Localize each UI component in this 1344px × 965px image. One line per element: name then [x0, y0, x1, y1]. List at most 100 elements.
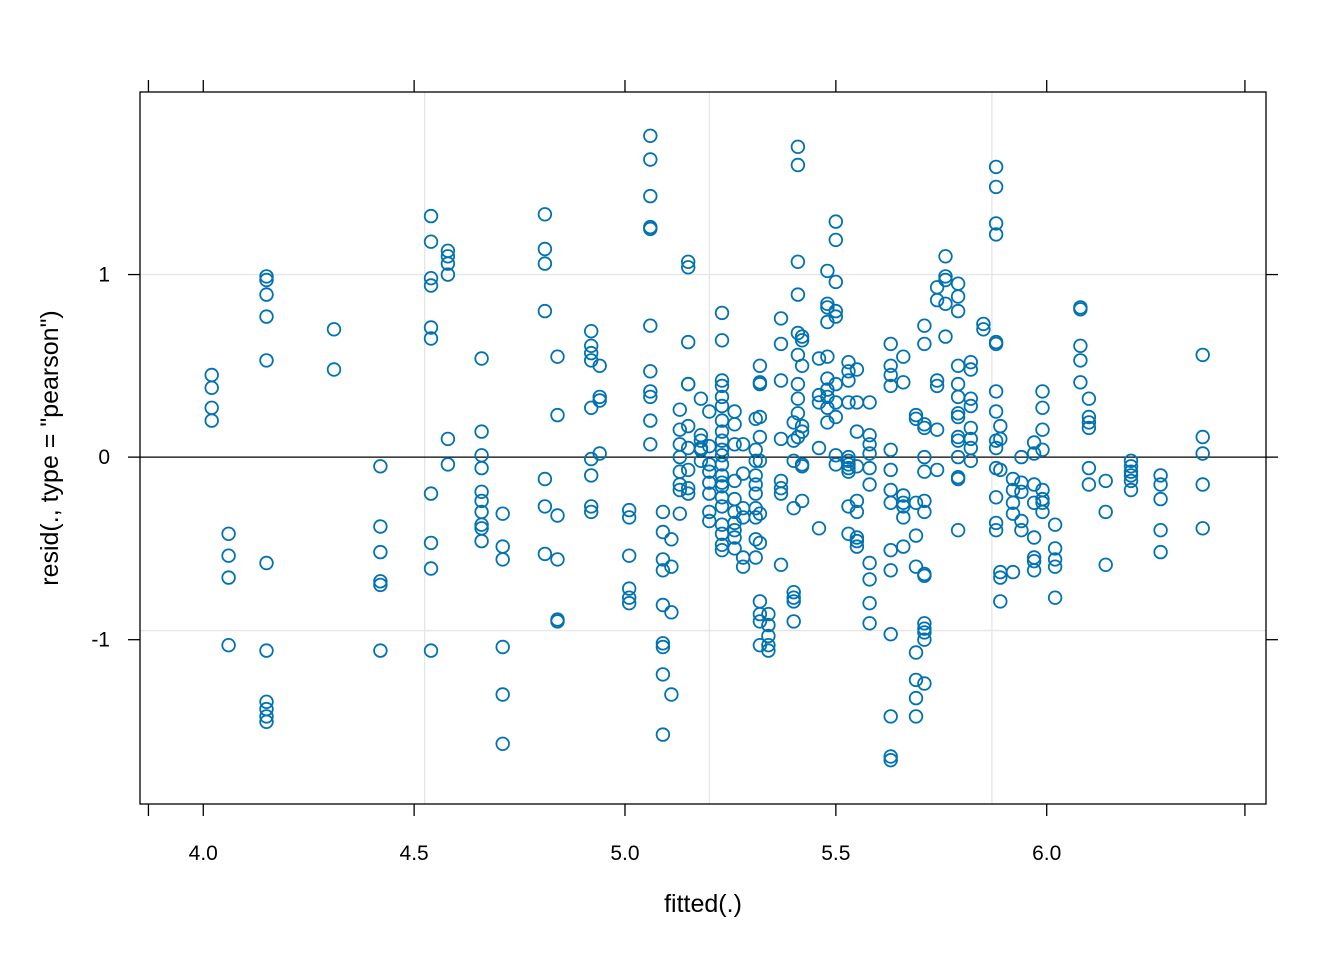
scatter-point [794, 418, 810, 434]
scatter-point [714, 398, 730, 414]
scatter-point [702, 486, 717, 501]
scatter-point [883, 709, 898, 724]
scatter-point [584, 499, 599, 514]
scatter-point [786, 433, 801, 448]
scatter-point [681, 334, 696, 350]
scatter-point [1123, 459, 1139, 474]
scatter-point [1153, 468, 1168, 483]
scatter-point [828, 303, 844, 319]
scatter-point [1026, 530, 1042, 545]
scatter-point [550, 614, 565, 629]
scatter-point [714, 537, 730, 553]
scatter-point [828, 409, 844, 425]
scatter-point [963, 453, 979, 469]
scatter-point [440, 267, 456, 282]
scatter-point [681, 418, 696, 434]
scatter-point [773, 336, 789, 352]
axis-ticks [128, 80, 1278, 816]
scatter-point [790, 157, 806, 173]
scatter-point [1123, 482, 1139, 498]
scatter-point [474, 517, 489, 532]
scatter-point [423, 278, 439, 293]
scatter-point [950, 358, 966, 374]
scatter-point [1035, 384, 1050, 399]
scatter-point [672, 506, 688, 521]
scatter-point [993, 462, 1008, 478]
scatter-point [1195, 429, 1210, 445]
scatter-point [592, 358, 607, 374]
scatter-point [896, 499, 911, 514]
scatter-point [727, 437, 742, 452]
scatter-point [993, 431, 1008, 447]
scatter-point [908, 495, 924, 511]
scatter-point [761, 617, 776, 633]
scatter-point [988, 216, 1004, 231]
scatter-point [917, 616, 932, 631]
scatter-point [811, 440, 827, 456]
scatter-point [1035, 422, 1050, 437]
scatter-point [204, 413, 219, 428]
scatter-point [748, 477, 763, 492]
scatter-point [862, 572, 877, 587]
scatter-point [714, 448, 730, 463]
scatter-point [752, 614, 768, 629]
scatter-point [794, 493, 810, 509]
scatter-point [773, 473, 789, 489]
scatter-point [849, 493, 865, 509]
scatter-point [950, 406, 966, 421]
scatter-point [790, 325, 806, 341]
x-axis-label: fitted(.) [664, 890, 742, 918]
scatter-point [883, 482, 898, 498]
scatter-point [773, 373, 789, 388]
scatter-point [681, 462, 696, 478]
scatter-point [537, 241, 553, 257]
scatter-point [908, 672, 924, 688]
scatter-point [828, 274, 844, 290]
scatter-point [828, 309, 844, 324]
scatter-point [259, 353, 274, 368]
scatter-point [988, 227, 1004, 242]
scatter-point [1026, 554, 1042, 569]
scatter-point [1073, 375, 1088, 390]
scatter-point [1073, 353, 1088, 368]
scatter-point [786, 614, 801, 629]
scatter-point [1014, 484, 1029, 500]
scatter-point [423, 320, 439, 335]
scatter-point [862, 596, 877, 611]
scatter-point [988, 490, 1004, 505]
scatter-point [752, 453, 768, 469]
scatter-point [474, 493, 489, 509]
scatter-point [963, 398, 979, 414]
scatter-point [1047, 559, 1063, 574]
scatter-point [702, 439, 717, 454]
scatter-point [811, 521, 827, 536]
y-tick-label: -1 [91, 629, 110, 652]
scatter-point [828, 214, 844, 229]
scatter-point [1047, 552, 1063, 567]
scatter-point [786, 590, 801, 605]
scatter-point [537, 546, 553, 562]
x-tick-label: 5.0 [610, 842, 639, 865]
scatter-point [896, 375, 911, 390]
scatter-point [693, 391, 709, 406]
scatter-point [790, 254, 806, 269]
scatter-point [752, 606, 768, 622]
scatter-point [883, 543, 898, 558]
scatter-point [883, 336, 898, 352]
scatter-point [917, 625, 932, 640]
scatter-point [761, 606, 776, 622]
scatter-point [423, 561, 439, 576]
scatter-point [752, 535, 768, 551]
scatter-point [373, 459, 388, 474]
scatter-point [440, 256, 456, 271]
scatter-point [929, 280, 945, 295]
scatter-point [963, 362, 979, 377]
scatter-point [1005, 495, 1021, 511]
scatter-point [221, 526, 236, 542]
scatter-point [1098, 473, 1113, 489]
scatter-point [883, 442, 898, 458]
scatter-point [896, 539, 911, 554]
scatter-point [896, 488, 911, 503]
scatter-point [537, 256, 553, 271]
